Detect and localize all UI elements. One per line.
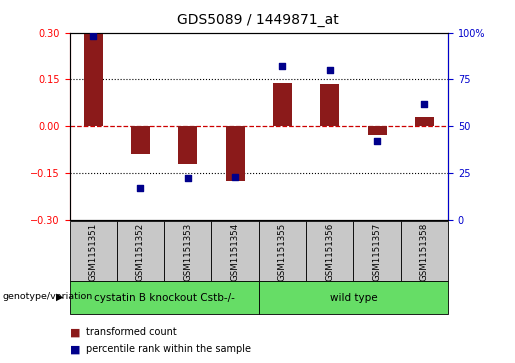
Bar [164, 221, 212, 281]
Point [184, 176, 192, 182]
Point [278, 64, 286, 69]
Bar [259, 281, 448, 314]
Bar [415, 117, 434, 126]
Bar [368, 126, 387, 135]
Text: GSM1151356: GSM1151356 [325, 222, 334, 281]
Text: GSM1151355: GSM1151355 [278, 222, 287, 281]
Text: ■: ■ [70, 327, 80, 337]
Text: ■: ■ [70, 344, 80, 354]
Text: GSM1151351: GSM1151351 [89, 222, 98, 281]
Bar [259, 221, 306, 281]
Text: ▶: ▶ [56, 291, 63, 302]
Bar [353, 221, 401, 281]
Bar [84, 33, 102, 126]
Text: GSM1151353: GSM1151353 [183, 222, 192, 281]
Text: cystatin B knockout Cstb-/-: cystatin B knockout Cstb-/- [94, 293, 235, 303]
Bar [306, 221, 353, 281]
Bar [70, 281, 259, 314]
Text: genotype/variation: genotype/variation [3, 292, 93, 301]
Bar [117, 221, 164, 281]
Bar [70, 221, 117, 281]
Bar [212, 221, 259, 281]
Bar [320, 84, 339, 126]
Bar [178, 126, 197, 163]
Text: transformed count: transformed count [86, 327, 177, 337]
Point [420, 101, 428, 107]
Text: percentile rank within the sample: percentile rank within the sample [86, 344, 251, 354]
Text: GSM1151358: GSM1151358 [420, 222, 429, 281]
Text: GSM1151357: GSM1151357 [372, 222, 382, 281]
Point [231, 174, 239, 180]
Text: GSM1151352: GSM1151352 [136, 222, 145, 281]
Point [325, 67, 334, 73]
Point [373, 138, 381, 144]
Text: GDS5089 / 1449871_at: GDS5089 / 1449871_at [177, 13, 338, 27]
Bar [131, 126, 150, 154]
Bar [401, 221, 448, 281]
Bar [226, 126, 245, 181]
Point [136, 185, 145, 191]
Bar [273, 82, 292, 126]
Text: wild type: wild type [330, 293, 377, 303]
Text: GSM1151354: GSM1151354 [231, 222, 239, 281]
Point [89, 33, 97, 39]
